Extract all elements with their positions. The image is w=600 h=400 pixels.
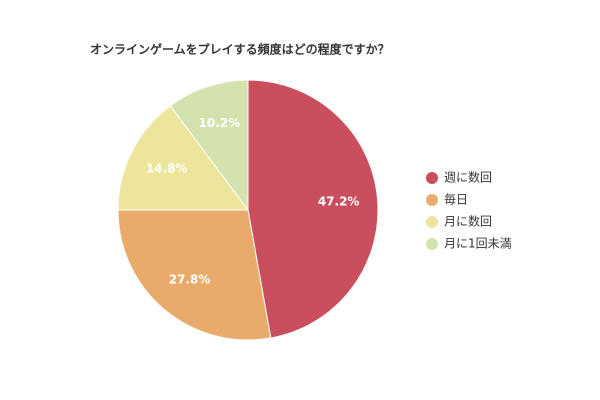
legend-marker [426,216,438,228]
pie-slice [247,79,379,339]
legend-label: 週に数回 [444,170,492,185]
value-label: 14.8% [146,162,188,176]
legend-label: 月に数回 [444,214,492,229]
legend-marker [426,238,438,250]
chart-title: オンラインゲームをプレイする頻度はどの程度ですか？ [90,42,390,57]
pie-slice [117,209,272,341]
value-label: 10.2% [199,116,241,130]
pie-slice [169,79,249,212]
legend-marker [426,194,438,206]
pie-slice [117,105,249,211]
value-label: 47.2% [318,195,360,209]
legend-marker [426,172,438,184]
value-label: 27.8% [169,272,211,286]
legend-label: 月に1回未満 [444,237,512,251]
legend-label: 毎日 [444,192,468,207]
